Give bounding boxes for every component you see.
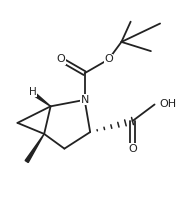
Text: O: O	[56, 54, 65, 64]
Polygon shape	[25, 134, 44, 163]
Text: O: O	[104, 54, 113, 64]
Polygon shape	[35, 94, 51, 106]
Text: H: H	[29, 87, 37, 97]
Text: O: O	[128, 144, 137, 154]
Text: OH: OH	[159, 99, 176, 110]
Text: N: N	[80, 95, 89, 105]
